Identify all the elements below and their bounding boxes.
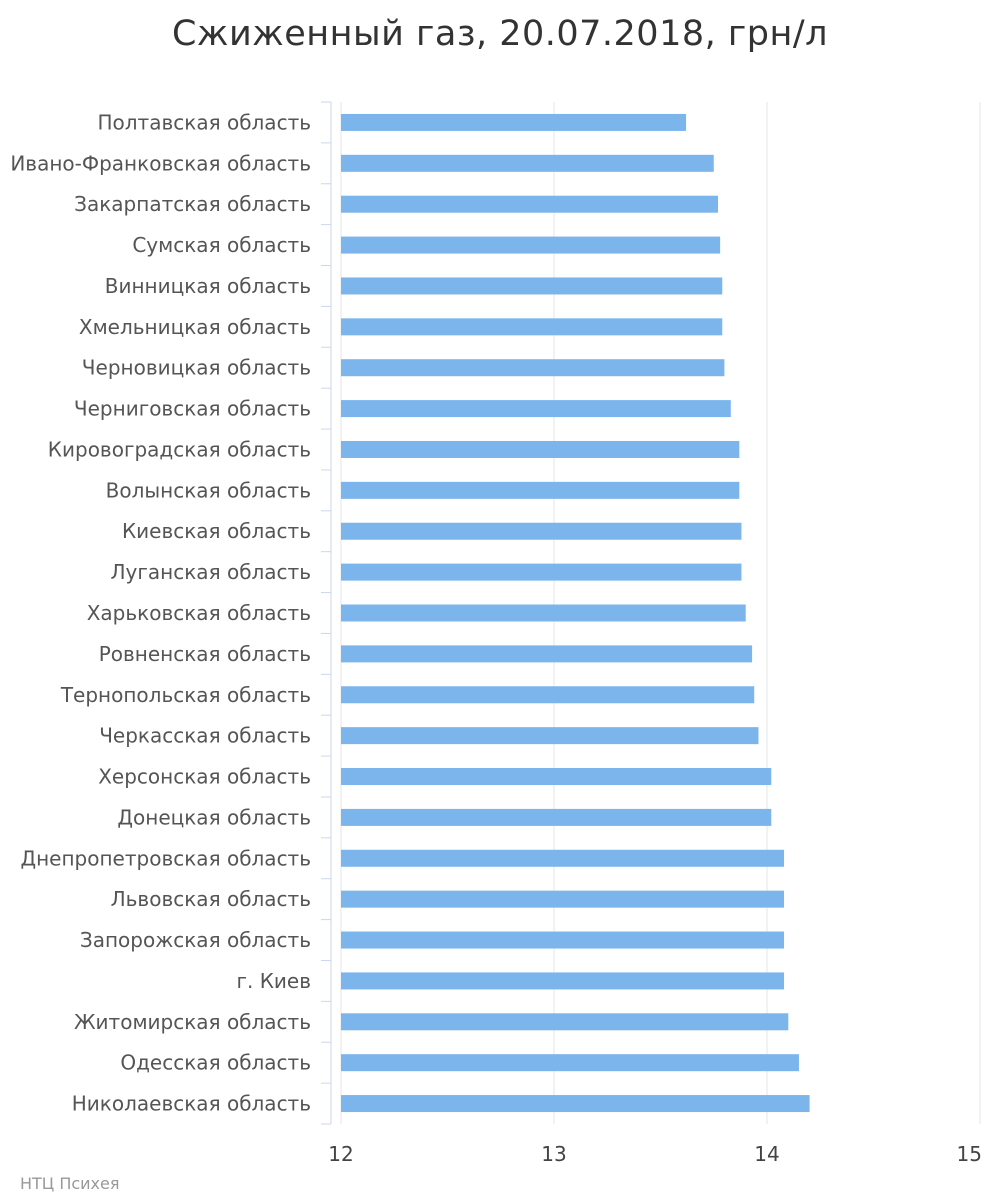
x-tick-label: 13: [541, 1142, 566, 1166]
bar[interactable]: [341, 563, 742, 581]
category-label: Закарпатская область: [74, 192, 311, 216]
category-label: Львовская область: [111, 887, 311, 911]
category-label: Черновицкая область: [82, 356, 311, 380]
bar[interactable]: [341, 890, 785, 908]
x-tick-label: 15: [957, 1142, 982, 1166]
category-label: Донецкая область: [117, 805, 311, 829]
category-label: Полтавская область: [97, 110, 311, 134]
category-label: Волынская область: [106, 478, 311, 502]
category-label: Луганская область: [111, 560, 311, 584]
category-label: Херсонская область: [98, 765, 311, 789]
source-credit: НТЦ Психея: [20, 1174, 120, 1193]
category-label: Запорожская область: [80, 928, 311, 952]
bar[interactable]: [341, 440, 740, 458]
category-labels: Полтавская область Ивано-Франковская обла…: [10, 110, 311, 1115]
bar[interactable]: [341, 604, 746, 622]
bar[interactable]: [341, 931, 785, 949]
category-label: Николаевская область: [72, 1092, 311, 1116]
bar[interactable]: [341, 1054, 799, 1072]
category-label: Черниговская область: [74, 397, 311, 421]
bar[interactable]: [341, 359, 725, 377]
category-label: Черкасская область: [99, 724, 311, 748]
bar[interactable]: [341, 686, 755, 704]
category-label: г. Киев: [236, 969, 311, 993]
category-label: Житомирская область: [74, 1010, 311, 1034]
bar[interactable]: [341, 1013, 789, 1031]
category-label: Харьковская область: [87, 601, 311, 625]
x-tick-label: 14: [754, 1142, 779, 1166]
chart-title: Сжиженный газ, 20.07.2018, грн/л: [171, 14, 829, 54]
bar[interactable]: [341, 481, 740, 499]
category-label: Ровненская область: [99, 642, 311, 666]
bar[interactable]: [341, 1095, 810, 1113]
category-label: Кировоградская область: [48, 437, 311, 461]
category-label: Винницкая область: [105, 274, 311, 298]
category-label: Сумская область: [132, 233, 311, 257]
value-axis-ticks: 12 13 14 15: [328, 1142, 982, 1166]
category-label: Одесская область: [120, 1051, 311, 1075]
bar[interactable]: [341, 277, 723, 295]
category-label: Тернопольская область: [60, 683, 311, 707]
bar[interactable]: [341, 236, 721, 254]
category-label: Днепропетровская область: [20, 846, 311, 870]
bar[interactable]: [341, 522, 742, 540]
category-label: Киевская область: [122, 519, 311, 543]
bar[interactable]: [341, 768, 772, 786]
category-label: Ивано-Франковская область: [10, 151, 311, 175]
bar[interactable]: [341, 195, 719, 213]
bar[interactable]: [341, 972, 785, 990]
category-label: Хмельницкая область: [79, 315, 311, 339]
bar[interactable]: [341, 727, 759, 745]
bar[interactable]: [341, 849, 785, 867]
bar[interactable]: [341, 113, 687, 131]
x-tick-label: 12: [328, 1142, 353, 1166]
bar[interactable]: [341, 645, 753, 663]
category-axis: [321, 101, 332, 1125]
bar[interactable]: [341, 808, 772, 826]
bar[interactable]: [341, 400, 731, 418]
bar-series: [341, 113, 810, 1113]
bar[interactable]: [341, 318, 723, 336]
bar[interactable]: [341, 154, 714, 172]
